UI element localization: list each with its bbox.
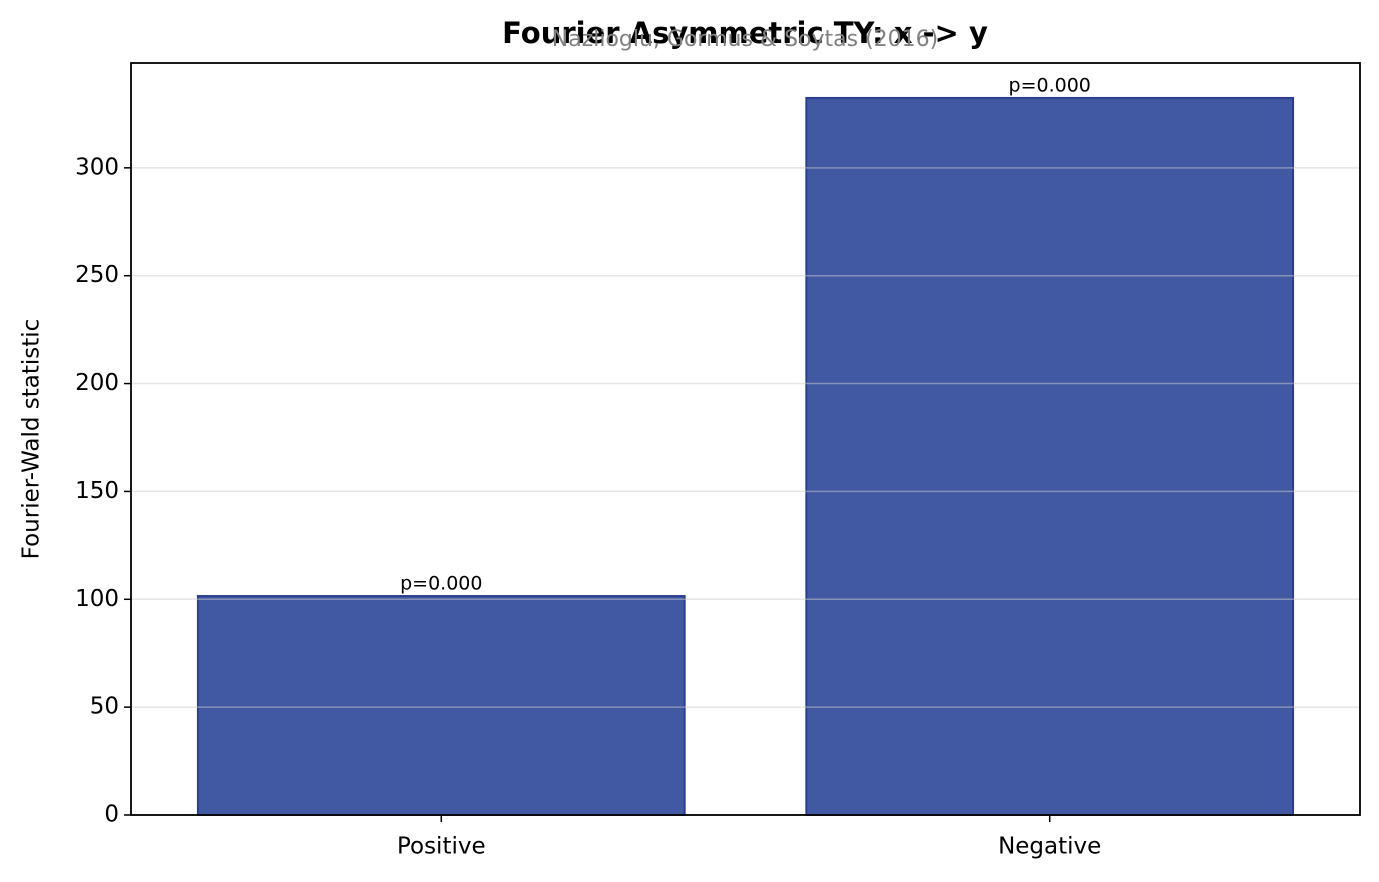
y-axis-label: Fourier-Wald statistic: [19, 319, 45, 560]
chart-title: Fourier Asymmetric TY: x -> y: [502, 16, 988, 50]
bar: [196, 595, 686, 817]
bar: [805, 96, 1295, 816]
y-tick-label: 300: [75, 154, 119, 180]
bar-annotation: p=0.000: [400, 573, 482, 595]
y-tick-label: 250: [75, 262, 119, 288]
y-tick-label: 0: [104, 802, 119, 828]
y-tick-label: 200: [75, 370, 119, 396]
y-tick-label: 50: [90, 694, 119, 720]
bar-annotation: p=0.000: [1009, 74, 1091, 96]
x-tick-label: Negative: [998, 834, 1101, 860]
y-tick-label: 100: [75, 586, 119, 612]
chart-subtitle: Nazlioglu, Gormus & Soytas (2016): [552, 27, 938, 52]
y-tick-label: 150: [75, 478, 119, 504]
x-tick-label: Positive: [397, 834, 486, 860]
plot-frame: [130, 62, 1361, 816]
